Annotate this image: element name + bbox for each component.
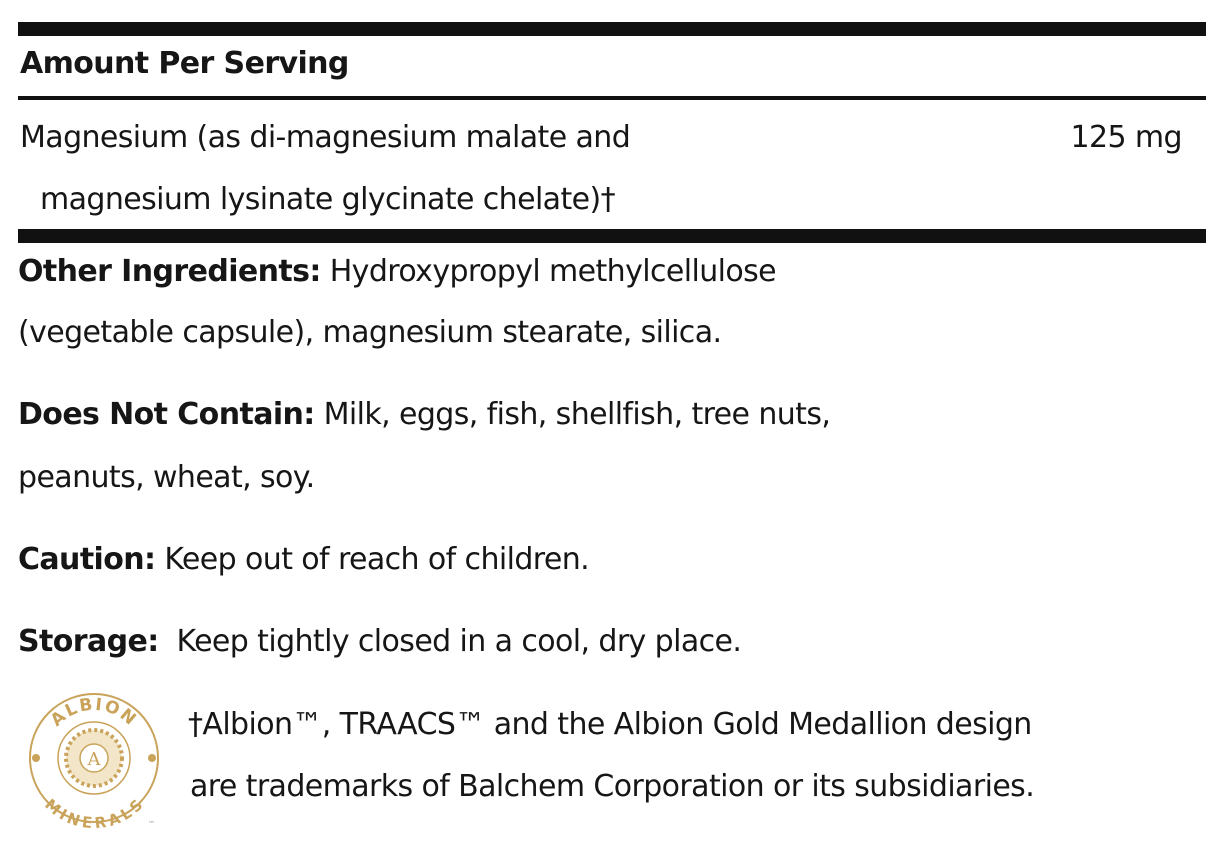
table-header: Amount Per Serving [20,46,349,81]
storage: Storage: Keep tightly closed in a cool, … [18,624,742,659]
caution: Caution: Keep out of reach of children. [18,542,590,577]
footnote-line1: †Albion™, TRAACS™ and the Albion Gold Me… [188,707,1032,742]
ingredient-amount: 125 mg [1070,120,1183,155]
logo-center-letter: A [87,749,102,770]
ingredient-line1: Magnesium (as di-magnesium malate and [20,120,631,155]
logo-bottom-text: MINERALS [41,795,146,830]
other-ingredients-line2: (vegetable capsule), magnesium stearate,… [18,315,722,350]
svg-text:ALBION: ALBION [47,695,141,731]
logo-top-text: ALBION [47,695,139,731]
does-not-contain-line2: peanuts, wheat, soy. [18,460,315,495]
footnote-line2: are trademarks of Balchem Corporation or… [190,769,1035,804]
bottom-rule [18,229,1206,243]
header-rule [18,96,1206,100]
other-ingredients: Other Ingredients: Hydroxypropyl methylc… [18,254,777,289]
logo-tm: ™ [148,820,155,828]
ingredient-line2: magnesium lysinate glycinate chelate)† [40,182,616,217]
svg-text:MINERALS: MINERALS [41,795,147,830]
albion-minerals-logo: A ALBION MINERALS ™ [29,693,159,830]
does-not-contain: Does Not Contain: Milk, eggs, fish, shel… [18,397,831,432]
top-rule [18,22,1206,36]
